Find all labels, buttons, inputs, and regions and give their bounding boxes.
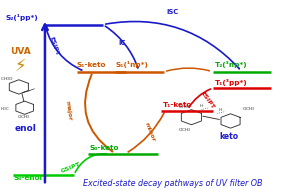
Text: ⚡: ⚡ — [14, 57, 26, 75]
FancyArrowPatch shape — [75, 154, 106, 172]
FancyArrowPatch shape — [105, 26, 138, 68]
Text: T₁-keto: T₁-keto — [162, 102, 192, 108]
Text: H: H — [218, 108, 221, 112]
Text: ESIPT: ESIPT — [200, 91, 215, 110]
Text: S₀-keto: S₀-keto — [89, 145, 119, 151]
Text: OCH$_3$: OCH$_3$ — [178, 126, 192, 134]
Text: minor: minor — [143, 122, 155, 143]
Text: GSIPT: GSIPT — [60, 161, 82, 174]
Text: ISC: ISC — [166, 9, 179, 15]
Text: enol: enol — [14, 124, 36, 133]
FancyArrowPatch shape — [128, 113, 164, 152]
Text: T₂(³np*): T₂(³np*) — [215, 61, 247, 68]
Text: OCH$_3$: OCH$_3$ — [242, 106, 256, 113]
Text: S₁(¹np*): S₁(¹np*) — [116, 61, 149, 68]
Text: Excited-state decay pathways of UV filter OB: Excited-state decay pathways of UV filte… — [83, 179, 262, 188]
Text: S₁-keto: S₁-keto — [77, 62, 106, 68]
FancyArrowPatch shape — [46, 27, 82, 70]
Text: T₁(³pp*): T₁(³pp*) — [215, 79, 247, 86]
Text: CH$_3$O: CH$_3$O — [0, 75, 14, 83]
Text: keto: keto — [220, 132, 239, 141]
Text: CH$_3$O: CH$_3$O — [178, 104, 192, 111]
Text: OCH$_3$: OCH$_3$ — [17, 113, 31, 121]
Text: major: major — [64, 100, 72, 121]
Text: IC: IC — [118, 40, 126, 46]
Text: UVA: UVA — [10, 46, 31, 56]
Text: H$_3$C: H$_3$C — [0, 106, 10, 113]
Text: ESIPT: ESIPT — [48, 36, 59, 57]
FancyArrowPatch shape — [106, 22, 239, 69]
Text: H: H — [200, 104, 202, 108]
Text: S₀-enol: S₀-enol — [13, 175, 42, 181]
FancyArrowPatch shape — [166, 68, 209, 71]
Text: S₂(¹pp*): S₂(¹pp*) — [6, 14, 39, 21]
FancyArrowPatch shape — [85, 74, 112, 151]
FancyArrowPatch shape — [189, 89, 211, 107]
